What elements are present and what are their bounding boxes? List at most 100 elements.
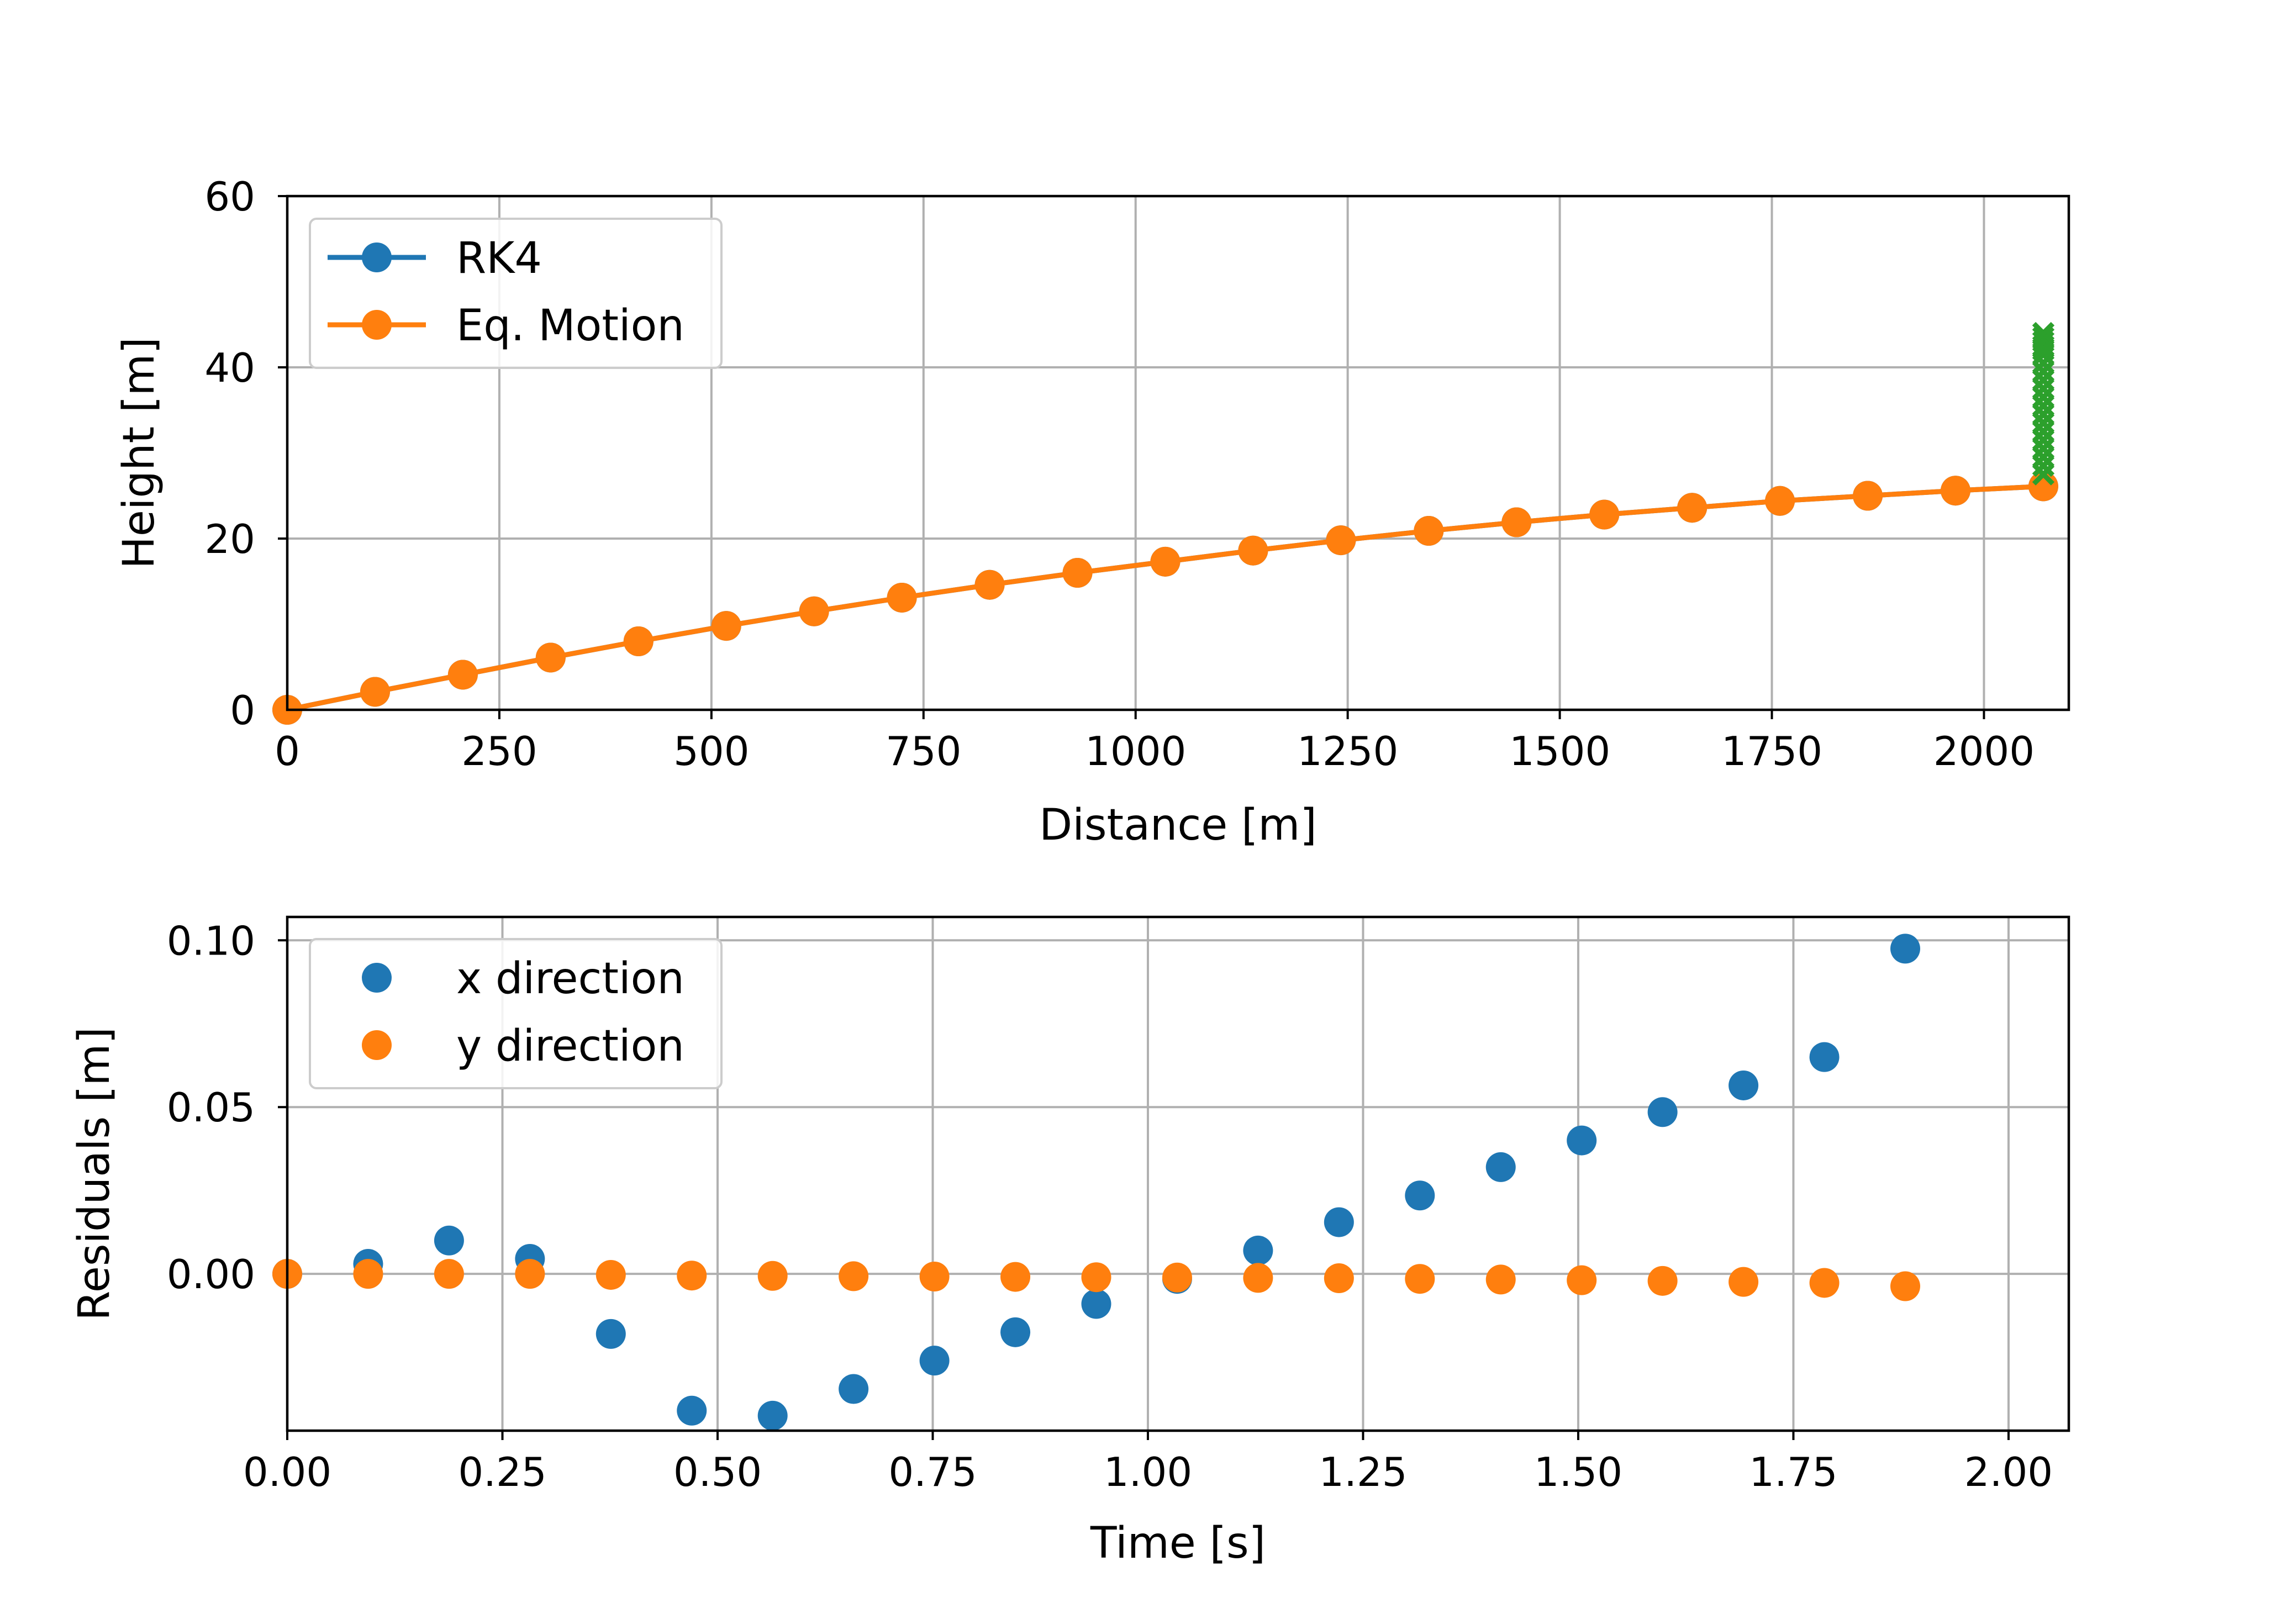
data-point — [1000, 1317, 1031, 1347]
x-tick-label: 1.00 — [1104, 1449, 1192, 1495]
data-point — [839, 1374, 869, 1404]
x-tick-label: 0.75 — [888, 1449, 977, 1495]
data-point — [677, 1261, 707, 1291]
x-axis-label: Distance [m] — [1039, 800, 1317, 850]
data-point — [677, 1395, 707, 1426]
y-tick-label: 0.00 — [167, 1251, 255, 1298]
data-point — [596, 1319, 626, 1349]
data-point — [711, 611, 741, 641]
data-point — [1567, 1125, 1597, 1156]
legend: RK4 Eq. Motion — [309, 218, 723, 369]
legend-label: Eq. Motion — [456, 301, 684, 351]
data-point — [1150, 546, 1181, 577]
data-point — [434, 1225, 464, 1256]
x-marker-b — [2032, 330, 2055, 353]
data-point — [623, 626, 654, 656]
y-tick-label: 0.05 — [167, 1084, 255, 1131]
data-point — [1647, 1266, 1678, 1296]
x-tick-label: 750 — [886, 728, 961, 774]
data-point — [887, 582, 917, 613]
data-point — [1890, 1271, 1920, 1301]
x-marker-b — [2032, 394, 2055, 417]
data-point — [1853, 481, 1883, 511]
x-tick-label: 0 — [275, 728, 300, 774]
y-tick-label: 20 — [204, 516, 255, 562]
data-point — [1414, 516, 1444, 546]
x-tick-label: 0.00 — [243, 1449, 331, 1495]
y-tick-label: 0 — [230, 687, 255, 734]
x-tick-label: 250 — [461, 728, 537, 774]
series-markers-2 — [2032, 321, 2055, 486]
data-point — [447, 660, 478, 690]
x-tick-label: 1500 — [1509, 728, 1610, 774]
legend-label: y direction — [456, 1021, 684, 1071]
x-tick-label: 2000 — [1933, 728, 2035, 774]
x-marker-b — [2032, 429, 2055, 451]
data-point — [1000, 1262, 1031, 1292]
data-point — [596, 1259, 626, 1290]
legend-marker — [362, 963, 392, 993]
x-marker-b — [2032, 386, 2055, 409]
x-tick-label: 1750 — [1721, 728, 1822, 774]
legend-label: RK4 — [456, 234, 542, 283]
series-line — [287, 483, 2044, 713]
chart-panel-2: 0.00 0.25 0.50 0.75 1.00 1.25 1.50 1.75 2.00 0.00… — [70, 915, 2070, 1568]
data-point — [1940, 476, 1970, 506]
x-marker-b — [2032, 377, 2055, 400]
y-tick-label: 40 — [204, 345, 255, 391]
data-point — [1081, 1262, 1111, 1293]
legend-marker — [362, 242, 392, 272]
chart-panel-1: 0 250 500 750 1000 1250 1500 1750 2000 0 20 40 60 Dis… — [114, 173, 2070, 850]
data-point — [974, 570, 1005, 600]
data-point — [1485, 1264, 1516, 1295]
x-tick-label: 0.25 — [458, 1449, 546, 1495]
data-point — [799, 596, 829, 626]
data-point — [360, 677, 390, 707]
legend-label: x direction — [456, 954, 684, 1004]
legend-box — [309, 938, 723, 1089]
data-point — [839, 1261, 869, 1291]
x-marker-b — [2032, 455, 2055, 477]
data-point — [919, 1346, 950, 1376]
data-point — [1589, 499, 1620, 530]
data-point — [535, 642, 566, 673]
y-tick-label: 60 — [204, 173, 255, 220]
data-point — [1405, 1264, 1435, 1294]
data-point — [1729, 1070, 1759, 1100]
data-point — [434, 1259, 464, 1289]
data-point — [1677, 493, 1708, 523]
y-tick-label: 0.10 — [167, 918, 255, 964]
legend: x direction y direction — [309, 938, 723, 1089]
data-point — [1765, 486, 1795, 516]
data-point — [1324, 1263, 1354, 1294]
plot-area — [272, 934, 1920, 1431]
data-point — [1062, 558, 1093, 588]
y-axis-label: Height [m] — [114, 337, 164, 568]
data-point — [1890, 934, 1920, 964]
x-tick-label: 1250 — [1297, 728, 1398, 774]
data-point — [1809, 1268, 1840, 1298]
data-point — [1243, 1263, 1273, 1293]
data-point — [1485, 1152, 1516, 1182]
x-tick-label: 1.75 — [1749, 1449, 1837, 1495]
data-point — [1326, 525, 1356, 556]
plot-area — [272, 321, 2058, 725]
data-point — [1567, 1265, 1597, 1295]
x-marker-b — [2032, 412, 2055, 434]
x-marker-b — [2032, 403, 2055, 426]
y-axis-label: Residuals [m] — [70, 1027, 119, 1321]
x-marker-b — [2032, 321, 2055, 345]
axes-frame — [286, 915, 2070, 1432]
data-point — [757, 1261, 788, 1291]
data-point — [1081, 1289, 1111, 1319]
data-point — [1809, 1042, 1840, 1072]
x-tick-label: 500 — [673, 728, 749, 774]
x-marker-b — [2032, 369, 2055, 392]
data-point — [1238, 535, 1268, 566]
series-line — [287, 483, 2044, 713]
x-tick-label: 1000 — [1085, 728, 1186, 774]
data-point — [1501, 507, 1532, 537]
x-tick-label: 0.50 — [673, 1449, 762, 1495]
x-tick-label: 1.25 — [1319, 1449, 1407, 1495]
